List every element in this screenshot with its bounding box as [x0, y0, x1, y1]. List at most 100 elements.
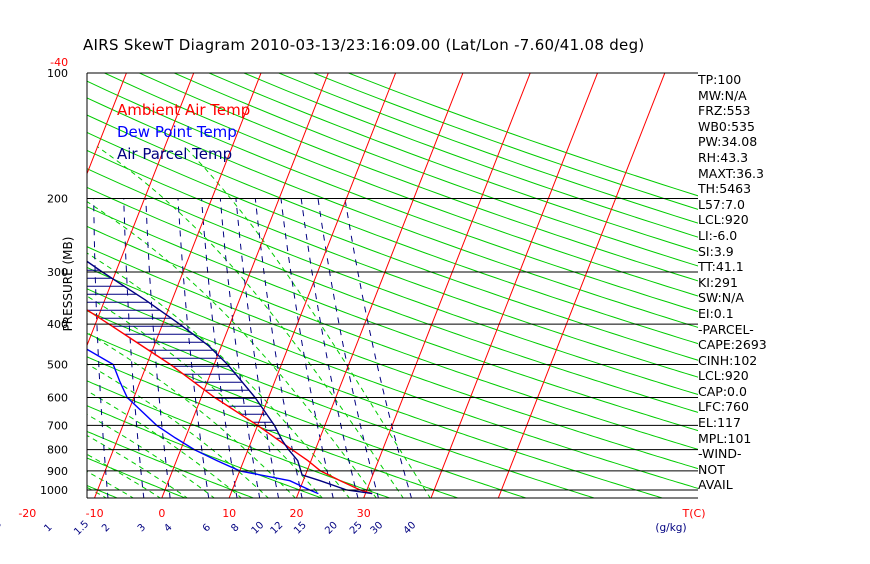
bottom-temp-tick-label: -10 [86, 507, 104, 520]
dry-adiabat [173, 73, 698, 267]
series-line-2 [87, 260, 373, 495]
bottom-temp-tick-label: 0 [158, 507, 165, 520]
mixing-ratio-tick-label: 25 [348, 520, 365, 537]
dry-adiabat [87, 149, 698, 378]
chart-title: AIRS SkewT Diagram 2010-03-13/23:16:09.0… [83, 36, 645, 54]
mixing-ratio-line [300, 198, 359, 498]
pressure-tick-label: 400 [47, 318, 68, 331]
moist-adiabat [87, 332, 297, 498]
dry-adiabat [207, 73, 698, 252]
moist-adiabat [87, 453, 162, 498]
pressure-tick-label: 1000 [40, 484, 68, 497]
dry-adiabat [87, 246, 698, 470]
pressure-tick-label: 500 [47, 359, 68, 372]
isotherm [93, 73, 262, 498]
dry-adiabat [87, 206, 698, 432]
stat-si: SI:3.9 [698, 243, 734, 259]
stat-wind-not: NOT [698, 461, 725, 477]
bottom-temp-unit: T(C) [682, 507, 706, 520]
bottom-temp-tick-label: 20 [290, 507, 304, 520]
legend-air-parcel-temp: Air Parcel Temp [117, 145, 233, 163]
mixing-ratio-tick-label: 30 [369, 520, 386, 537]
stat-mw: MW:N/A [698, 87, 747, 103]
stat-wb0: WB0:535 [698, 118, 755, 134]
dry-adiabat [312, 73, 698, 210]
mixing-ratio-tick-label: 20 [323, 520, 340, 537]
stat-lcl: LCL:920 [698, 212, 749, 228]
stats-panel: TP:100 MW:N/A FRZ:553 WB0:535 PW:34.08 R… [698, 72, 767, 493]
top-temp-tick-label: -40 [50, 56, 68, 69]
series-line-1 [87, 348, 319, 495]
mixing-ratio-tick-label: 10 [250, 520, 267, 537]
bottom-temp-tick-label: 30 [357, 507, 371, 520]
dry-adiabat [87, 356, 460, 498]
pressure-tick-label: 800 [47, 444, 68, 457]
stat-lfc: LFC:760 [698, 399, 749, 415]
mixing-ratio-tick-label: 0.5 [0, 519, 4, 538]
mixing-ratio-tick-label: 3 [136, 522, 148, 534]
legend-dew-point-temp: Dew Point Temp [117, 123, 237, 141]
bottom-temp-tick-label: 10 [222, 507, 236, 520]
stat-parcel-lcl: LCL:920 [698, 368, 749, 384]
stat-wind-header: -WIND- [698, 446, 742, 462]
pressure-tick-label: 200 [47, 193, 68, 206]
stat-rh: RH:43.3 [698, 149, 749, 165]
stat-cape: CAPE:2693 [698, 337, 767, 353]
stat-ki: KI:291 [698, 274, 738, 290]
dry-adiabat [87, 97, 698, 328]
mixing-ratio-line [123, 198, 145, 498]
mixing-ratio-tick-label: 1 [42, 522, 54, 534]
dry-adiabat [87, 80, 698, 313]
mixing-ratio-tick-label: 4 [162, 522, 174, 534]
mixing-ratio-line [280, 198, 334, 498]
isotherm [87, 73, 127, 175]
mixing-ratio-tick-label: 2 [100, 522, 112, 534]
dry-adiabat [0, 64, 51, 499]
legend-ambient-air-temp: Ambient Air Temp [117, 101, 251, 119]
stat-li: LI:-6.0 [698, 227, 738, 243]
stat-cap: CAP:0.0 [698, 383, 747, 399]
pressure-tick-label: 700 [47, 419, 68, 432]
dry-adiabat [87, 484, 119, 498]
dry-adiabat [87, 405, 323, 498]
stat-frz: FRZ:553 [698, 103, 751, 119]
y-axis-label: PRESSURE (MB) [61, 236, 75, 332]
moist-adiabat [0, 146, 54, 498]
dry-adiabat [242, 73, 698, 238]
mixing-ratio-tick-label: 8 [229, 522, 241, 534]
mixing-ratio-line [317, 198, 379, 498]
stat-pw: PW:34.08 [698, 134, 758, 150]
dry-adiabat [87, 168, 698, 396]
mixing-ratio-line [235, 198, 280, 498]
mixing-ratio-line [201, 198, 238, 498]
isotherm [497, 73, 666, 498]
mixing-ratio-tick-label: 40 [402, 520, 419, 537]
stat-th: TH:5463 [698, 181, 752, 197]
dry-adiabat [277, 73, 698, 224]
stat-tt: TT:41.1 [698, 259, 744, 275]
dry-adiabat [87, 288, 665, 498]
mixing-ratio-line [219, 198, 261, 498]
stat-l57: L57:7.0 [698, 196, 745, 212]
mixing-ratio-tick-label: 12 [269, 520, 286, 537]
stat-sw: SW:N/A [698, 290, 744, 306]
stat-mpl: MPL:101 [698, 430, 752, 446]
dry-adiabat [138, 73, 698, 282]
bottom-temp-tick-label: -20 [18, 507, 36, 520]
mixing-ratio-line [145, 198, 171, 498]
mixing-ratio-tick-label: 6 [201, 522, 213, 534]
stat-cinh: CINH:102 [698, 352, 758, 368]
mixing-ratio-line [344, 198, 412, 498]
pressure-tick-label: 300 [47, 266, 68, 279]
pressure-tick-label: 100 [47, 67, 68, 80]
dry-adiabat [87, 310, 596, 498]
moist-adiabat [87, 434, 189, 498]
dry-adiabat [87, 225, 698, 450]
pressure-tick-label: 900 [47, 465, 68, 478]
moist-adiabat [184, 146, 431, 498]
mixing-ratio-tick-label: 1.5 [72, 519, 91, 538]
isotherm [161, 73, 329, 498]
top-temp-tick-label: -50 [0, 56, 1, 69]
mixing-ratio-line [254, 198, 303, 498]
